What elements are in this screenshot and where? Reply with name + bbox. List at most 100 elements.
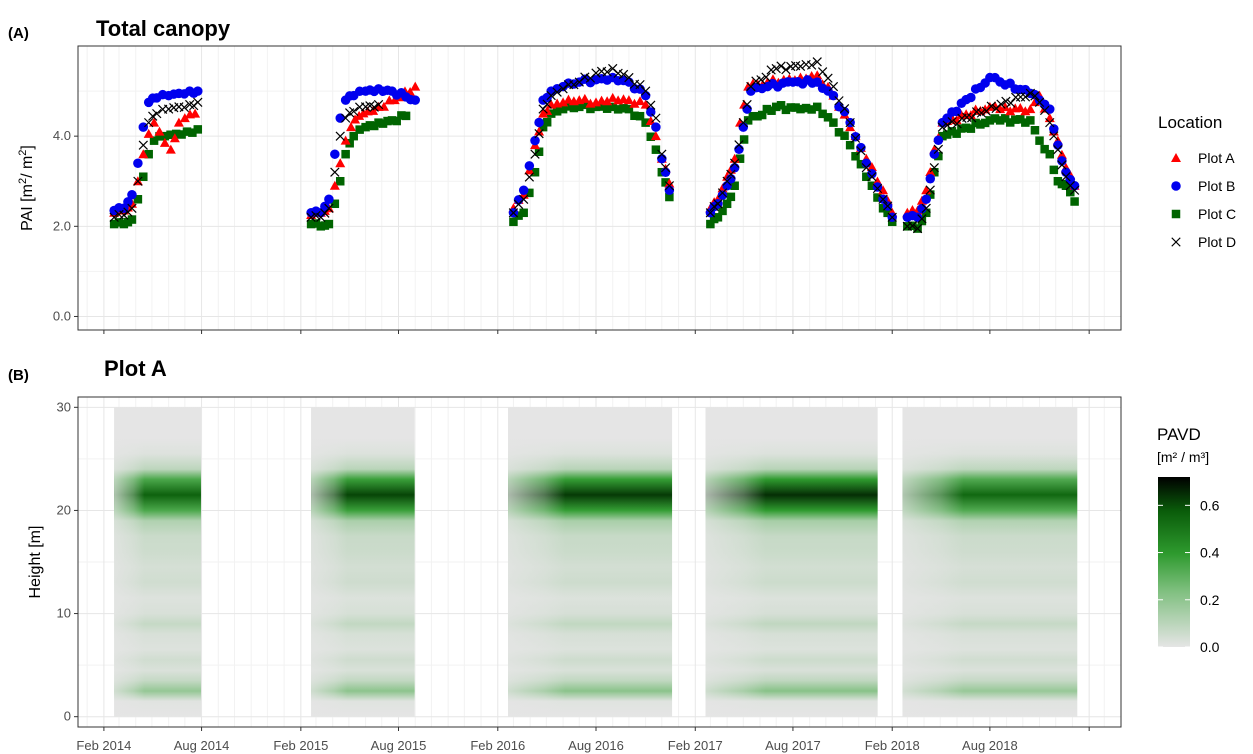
point-plot-d — [508, 208, 519, 218]
point-plot-a — [1000, 102, 1011, 112]
point-plot-a — [138, 149, 149, 159]
point-plot-c — [306, 219, 316, 229]
point-plot-c — [1021, 118, 1030, 127]
point-plot-c — [812, 102, 822, 112]
point-plot-d — [335, 131, 345, 141]
panel-a-y-tick-label: 4.0 — [53, 128, 71, 143]
point-plot-d — [834, 96, 844, 106]
point-plot-d — [839, 104, 850, 114]
colorbar-ticks: 0.0 0.2 0.4 0.6 — [1158, 497, 1220, 655]
point-plot-d — [713, 199, 723, 209]
point-plot-d — [776, 61, 786, 71]
point-plot-d — [646, 100, 656, 110]
point-plot-c — [558, 104, 568, 114]
point-plot-a — [635, 96, 646, 106]
cross-stroke — [369, 102, 379, 112]
point-plot-d — [872, 183, 883, 194]
cross-stroke — [1171, 237, 1181, 247]
point-plot-d — [925, 185, 935, 195]
cross-stroke — [1034, 97, 1045, 108]
panel-a-y-title-sup1: 2 — [17, 178, 29, 184]
panel-b-heatmap — [114, 407, 1078, 717]
point-plot-c — [602, 104, 612, 113]
cross-stroke — [850, 133, 861, 143]
point-plot-d — [109, 212, 119, 222]
point-plot-a — [179, 113, 190, 123]
legend-label-plot-a: Plot A — [1198, 150, 1235, 166]
cross-stroke — [856, 145, 866, 156]
point-plot-d — [929, 163, 939, 173]
colorbar-tick-label: 0.0 — [1200, 639, 1220, 655]
panel-b-x-tick-label: Aug 2018 — [962, 738, 1018, 753]
point-plot-d — [887, 212, 897, 222]
cross-stroke — [996, 99, 1006, 109]
point-plot-c — [718, 206, 727, 216]
point-plot-d — [933, 144, 944, 154]
cross-stroke — [828, 81, 839, 92]
point-plot-d — [828, 81, 839, 92]
point-plot-b — [335, 113, 345, 123]
point-plot-c — [952, 129, 961, 138]
point-plot-d — [850, 133, 861, 143]
cross-stroke — [907, 221, 918, 231]
point-plot-d — [640, 86, 651, 96]
point-plot-b — [951, 106, 962, 117]
panel-b-x-tick-label: Feb 2014 — [76, 738, 131, 753]
point-plot-c — [188, 128, 197, 137]
point-plot-b — [534, 117, 544, 128]
point-plot-d — [942, 120, 952, 130]
panel-b-x-axis: Feb 2014 Aug 2014 Feb 2015 Aug 2015 Feb 2016… — [76, 727, 1090, 753]
point-plot-c — [971, 118, 980, 128]
point-plot-c — [519, 208, 528, 218]
colorbar-tick-label: 0.4 — [1200, 545, 1220, 561]
point-plot-d — [306, 212, 316, 222]
point-plot-d — [812, 57, 822, 67]
cross-stroke — [713, 199, 723, 209]
cross-stroke — [734, 140, 744, 150]
cross-stroke — [861, 163, 871, 173]
point-plot-c — [114, 218, 124, 227]
point-plot-c — [995, 116, 1005, 125]
colorbar-tick-label: 0.6 — [1200, 497, 1220, 513]
point-plot-b — [640, 90, 651, 101]
point-plot-a — [542, 105, 553, 115]
point-plot-d — [373, 99, 384, 110]
point-plot-c — [525, 188, 534, 198]
panel-a-y-title-end: ] — [19, 145, 36, 149]
panel-b-x-tick-label: Aug 2017 — [765, 738, 821, 753]
cross-stroke — [705, 208, 716, 218]
heatmap-season-4-leafout — [705, 407, 878, 717]
cross-stroke — [1039, 105, 1050, 116]
point-plot-a — [410, 81, 421, 91]
point-plot-d — [738, 117, 748, 128]
cross-stroke — [640, 86, 651, 96]
point-plot-b — [530, 135, 540, 146]
panel-b-x-tick-label: Aug 2014 — [174, 738, 230, 753]
panel-a: (A) Total canopy 0.02.04.0 PAI [m2/ m2] — [8, 16, 1122, 334]
point-plot-d — [127, 203, 137, 213]
point-plot-c — [845, 140, 855, 150]
colorbar-pavd: PAVD [m² / m³] 0.0 0.2 0.4 0.6 — [1157, 425, 1220, 655]
point-plot-c — [665, 192, 674, 202]
point-plot-c — [743, 116, 753, 125]
point-plot-d — [756, 75, 766, 85]
point-plot-d — [179, 102, 189, 113]
point-plot-b — [320, 201, 330, 212]
point-plot-d — [761, 72, 771, 82]
cross-stroke — [912, 223, 923, 234]
point-plot-b — [410, 95, 420, 105]
cross-stroke — [1020, 92, 1031, 102]
point-plot-d — [580, 72, 590, 82]
panel-b-title: Plot A — [104, 356, 167, 381]
point-plot-c — [580, 100, 590, 110]
point-plot-b — [850, 132, 861, 142]
point-plot-a — [812, 70, 823, 80]
cross-stroke — [340, 113, 351, 123]
point-plot-c — [862, 172, 871, 181]
point-plot-c — [726, 192, 736, 202]
point-plot-c — [355, 125, 364, 134]
point-plot-c — [635, 111, 645, 121]
point-plot-b — [812, 77, 822, 87]
panel-b-x-tick-label: Feb 2016 — [470, 738, 525, 753]
